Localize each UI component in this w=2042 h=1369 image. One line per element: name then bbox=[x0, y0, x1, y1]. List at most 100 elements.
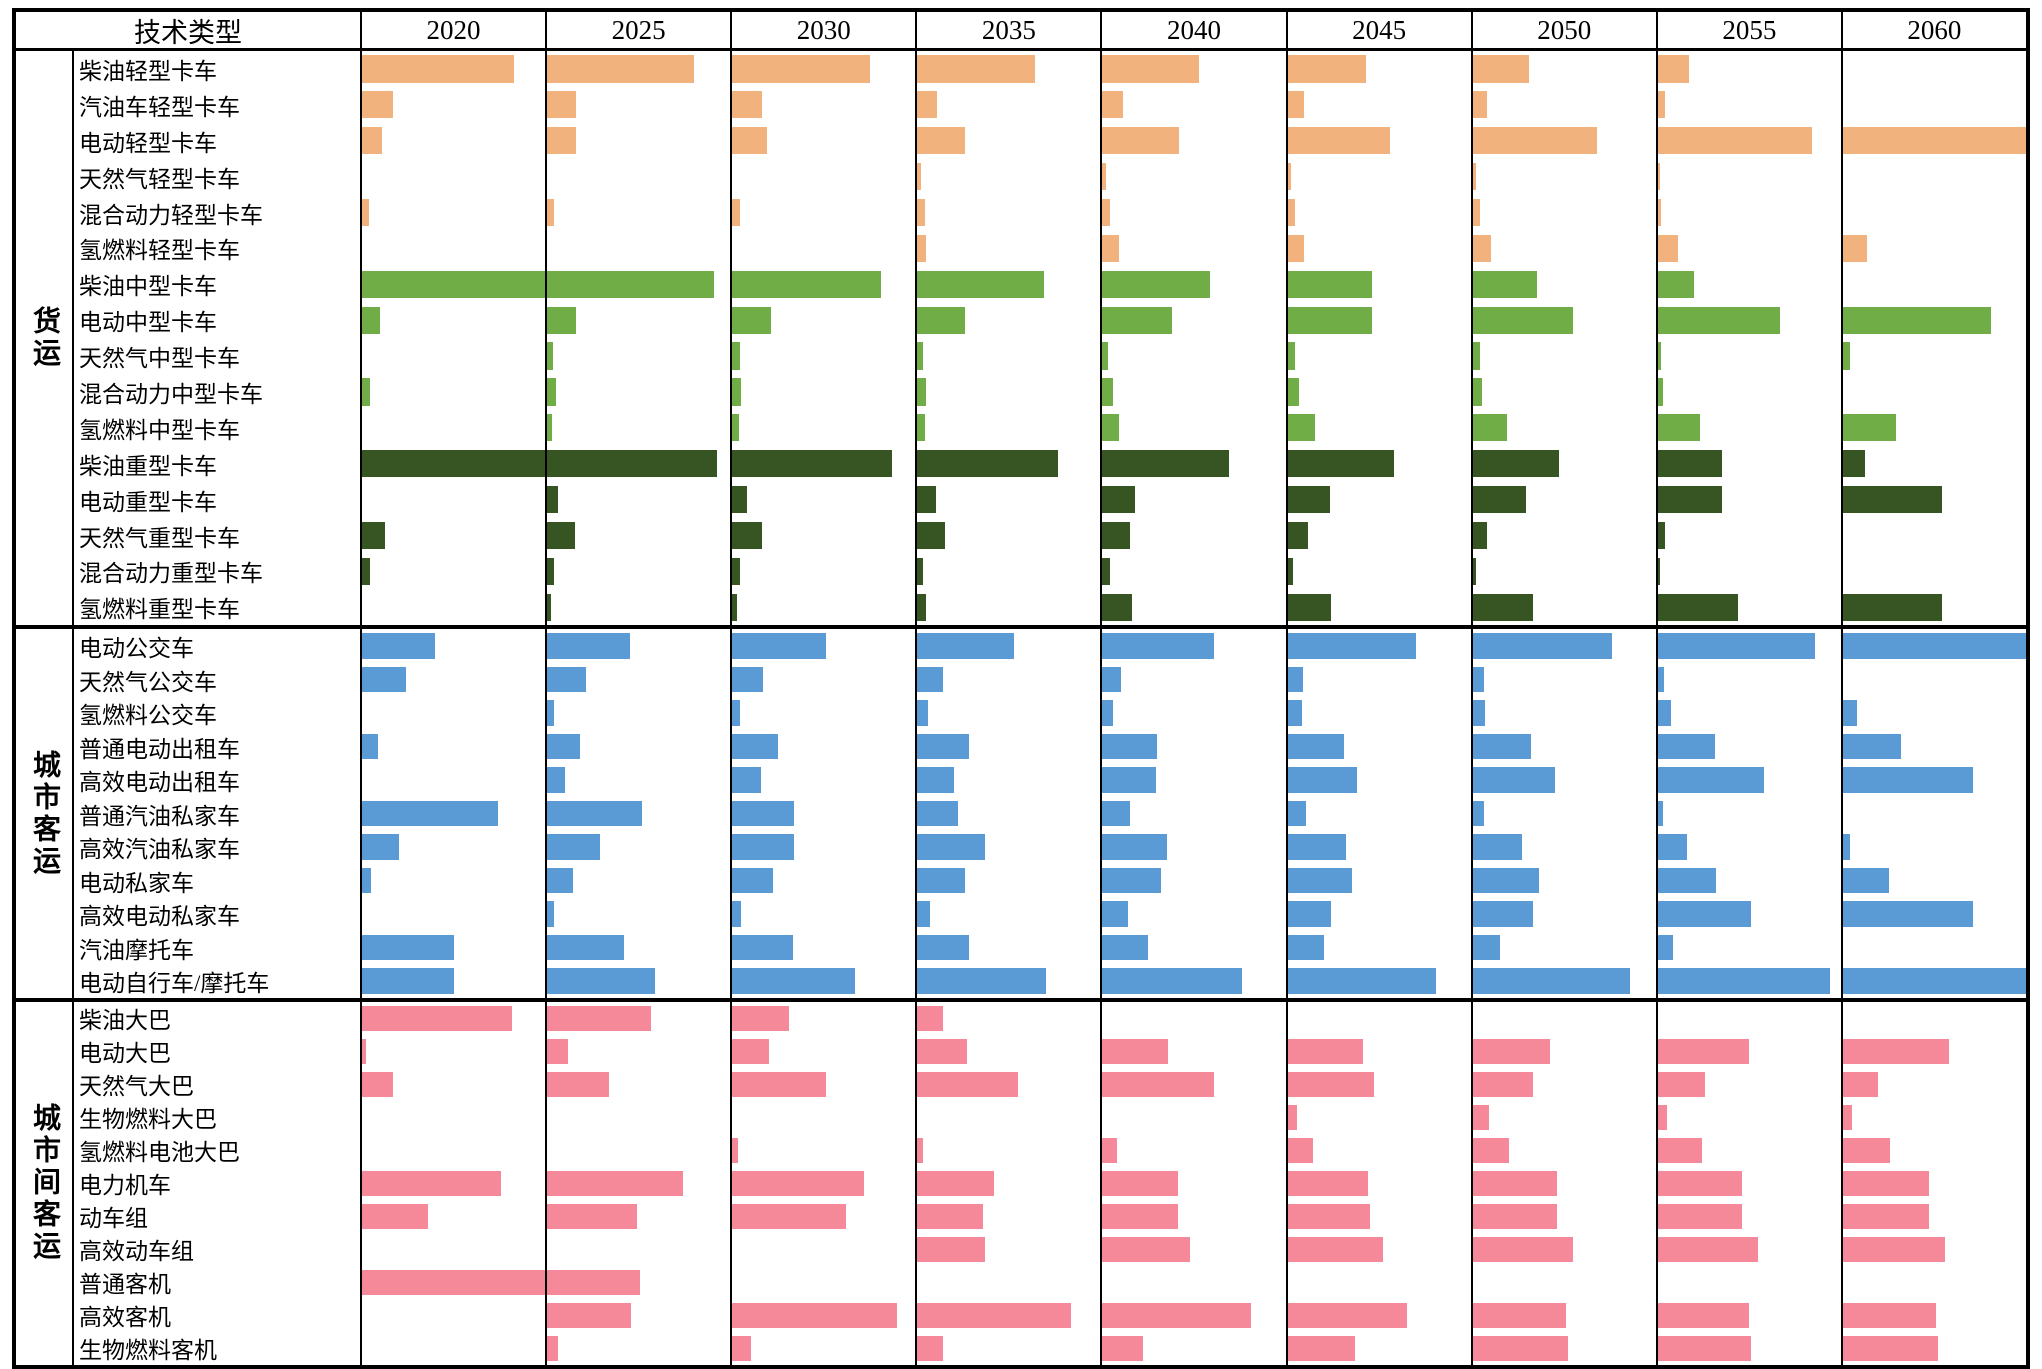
bar bbox=[547, 486, 559, 514]
section-0: 货运 柴油轻型卡车 汽油车轻型卡车 电动轻型卡车 天然气轻型卡车 混合动力轻型卡车 氢燃料轻… bbox=[16, 51, 2026, 626]
bar bbox=[1472, 666, 1484, 693]
bar-cell-2040 bbox=[1100, 1265, 1285, 1299]
bar-cell-2030 bbox=[730, 194, 915, 231]
bar-cell-2060 bbox=[1840, 553, 2026, 590]
bar bbox=[362, 270, 546, 298]
bar bbox=[732, 767, 761, 793]
bar bbox=[732, 127, 767, 155]
bar bbox=[547, 1071, 610, 1097]
bar-cell-2020 bbox=[360, 964, 545, 998]
bar-cell-2055 bbox=[1655, 729, 1841, 764]
bar-cell-2055 bbox=[1655, 553, 1841, 590]
bar-cell-2060 bbox=[1840, 930, 2026, 965]
bar-cell-2055 bbox=[1655, 194, 1841, 231]
bar-cell-2020 bbox=[360, 729, 545, 764]
table-row: 普通电动出租车 bbox=[74, 729, 2026, 764]
bar bbox=[547, 1203, 637, 1229]
bar bbox=[732, 198, 741, 227]
bar-cell-2045 bbox=[1285, 1034, 1471, 1068]
bar-cell-2030 bbox=[730, 1331, 915, 1365]
bar-cell-2050 bbox=[1470, 122, 1656, 159]
bar bbox=[1287, 306, 1372, 334]
bar-cell-2050 bbox=[1470, 763, 1656, 797]
bar bbox=[1287, 666, 1304, 693]
bar-cell-2060 bbox=[1840, 51, 2026, 87]
category-label: 城市间客运 bbox=[29, 1103, 60, 1264]
bar-cell-2020 bbox=[360, 122, 545, 159]
bar-cell-2060 bbox=[1840, 1133, 2026, 1167]
bar-cell-2040 bbox=[1100, 86, 1285, 123]
bar bbox=[1657, 1137, 1702, 1163]
bar-cell-2025 bbox=[545, 266, 730, 303]
bar-cell-2055 bbox=[1655, 897, 1841, 931]
bar-cell-2040 bbox=[1100, 696, 1285, 730]
bar bbox=[547, 306, 577, 334]
bar-cell-2045 bbox=[1285, 266, 1471, 303]
bar bbox=[917, 1335, 943, 1361]
bar-cell-2050 bbox=[1470, 51, 1656, 87]
bar-cell-2030 bbox=[730, 964, 915, 998]
section-rows: 柴油大巴 电动大巴 天然气大巴 生物燃料大巴 氢燃料电池大巴 电力机车 动车组 高效动车组 普通… bbox=[72, 1001, 2026, 1365]
bar-cell-2045 bbox=[1285, 1133, 1471, 1167]
bar bbox=[362, 91, 394, 119]
table-row: 普通客机 bbox=[74, 1265, 2026, 1299]
bar bbox=[1472, 306, 1574, 334]
bar-cell-2055 bbox=[1655, 589, 1841, 626]
bar bbox=[1472, 557, 1477, 586]
bar-cell-2055 bbox=[1655, 1199, 1841, 1233]
bar bbox=[1472, 1335, 1568, 1361]
table-row: 氢燃料重型卡车 bbox=[74, 589, 2026, 626]
bar bbox=[917, 934, 969, 961]
bar-cell-2050 bbox=[1470, 1166, 1656, 1200]
bar bbox=[732, 342, 741, 370]
bar-cell-2060 bbox=[1840, 302, 2026, 339]
bar bbox=[917, 901, 931, 927]
bar-cell-2045 bbox=[1285, 1265, 1471, 1299]
bar bbox=[1287, 486, 1330, 514]
bar-cell-2035 bbox=[915, 409, 1100, 446]
category-cell: 货运 bbox=[16, 51, 72, 625]
row-label: 柴油大巴 bbox=[79, 1008, 171, 1034]
bar-cell-2040 bbox=[1100, 1298, 1285, 1332]
bar-cell-2045 bbox=[1285, 729, 1471, 764]
bar bbox=[547, 901, 554, 927]
row-label: 氢燃料电池大巴 bbox=[79, 1140, 240, 1166]
bar-cell-2055 bbox=[1655, 1067, 1841, 1101]
bar bbox=[1472, 234, 1491, 263]
bar bbox=[732, 306, 771, 334]
bar-cell-2030 bbox=[730, 763, 915, 797]
table-row: 柴油轻型卡车 bbox=[74, 51, 2026, 87]
bar bbox=[547, 521, 575, 550]
bar bbox=[1842, 901, 1973, 927]
bar bbox=[1657, 342, 1662, 370]
bar bbox=[732, 521, 762, 550]
bar-cell-2045 bbox=[1285, 1232, 1471, 1266]
table-row: 动车组 bbox=[74, 1199, 2026, 1233]
bar bbox=[1657, 767, 1764, 793]
bar bbox=[1657, 1038, 1750, 1064]
bar bbox=[1102, 450, 1229, 478]
bar bbox=[1842, 414, 1896, 442]
bar bbox=[732, 1137, 738, 1163]
bar bbox=[362, 1203, 428, 1229]
bar-cell-2035 bbox=[915, 481, 1100, 518]
row-label: 柴油轻型卡车 bbox=[79, 58, 217, 84]
table-row: 汽油车轻型卡车 bbox=[74, 86, 2026, 123]
bar bbox=[917, 342, 923, 370]
bar-cell-2025 bbox=[545, 553, 730, 590]
bar bbox=[917, 378, 927, 406]
bar-cell-2045 bbox=[1285, 662, 1471, 697]
bar-cell-2025 bbox=[545, 930, 730, 965]
bar-cell-2035 bbox=[915, 266, 1100, 303]
bar-cell-2020 bbox=[360, 1100, 545, 1134]
table-row: 天然气重型卡车 bbox=[74, 517, 2026, 554]
bar bbox=[917, 127, 965, 155]
bar-cell-2050 bbox=[1470, 1001, 1656, 1035]
bar-cell-2055 bbox=[1655, 1166, 1841, 1200]
year-header-2035: 2035 bbox=[915, 12, 1100, 48]
bar-cell-2040 bbox=[1100, 445, 1285, 482]
table-row: 高效汽油私家车 bbox=[74, 830, 2026, 864]
bar bbox=[1287, 1071, 1374, 1097]
bar-cell-2040 bbox=[1100, 1166, 1285, 1200]
bar-cell-2020 bbox=[360, 338, 545, 375]
